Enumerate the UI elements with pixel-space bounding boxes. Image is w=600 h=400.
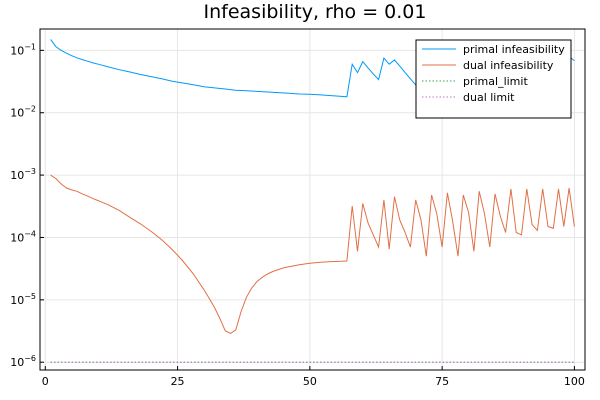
x-tick-label: 100	[564, 375, 585, 388]
legend-label-primal-limit: primal_limit	[463, 75, 528, 88]
grid-lines	[40, 29, 585, 370]
y-tick-label: 10−1	[10, 42, 36, 57]
legend-label-dual-infeasibility: dual infeasibility	[463, 59, 554, 72]
y-tick-label: 10−4	[10, 229, 36, 244]
y-tick-label: 10−2	[10, 105, 36, 120]
x-tick-label: 25	[171, 375, 185, 388]
x-axis: 0 25 50 75 100	[42, 366, 585, 388]
legend: primal infeasibility dual infeasibility pr…	[415, 39, 572, 119]
series-line-dual-infeasibility	[50, 174, 575, 334]
legend-label-primal-infeasibility: primal infeasibility	[463, 43, 565, 56]
y-tick-label: 10−5	[10, 292, 36, 307]
y-tick-label: 10−3	[10, 167, 36, 182]
x-tick-label: 75	[435, 375, 449, 388]
legend-label-dual-limit: dual limit	[463, 91, 515, 104]
x-tick-label: 0	[42, 375, 49, 388]
x-tick-label: 50	[303, 375, 317, 388]
plot-frame	[39, 28, 586, 371]
legend-box	[415, 39, 572, 119]
y-axis: 10−6 10−5 10−4 10−3 10−2 10−1	[10, 42, 44, 369]
y-tick-label: 10−6	[10, 354, 36, 369]
chart-title: Infeasibility, rho = 0.01	[204, 1, 427, 23]
